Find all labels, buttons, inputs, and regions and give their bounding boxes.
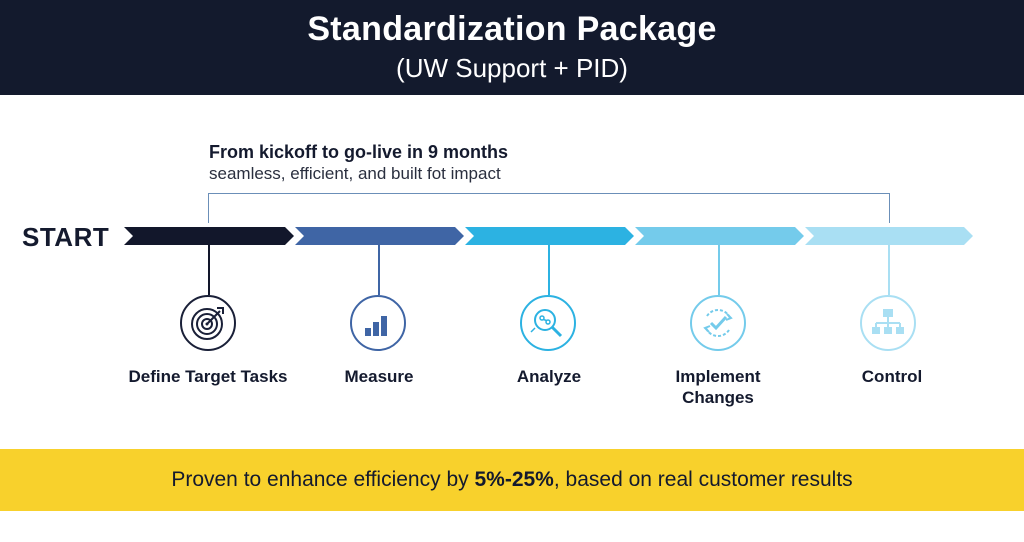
footer-text: Proven to enhance efficiency by 5%-25%, … bbox=[171, 468, 852, 492]
step-label-define: Define Target Tasks bbox=[128, 367, 288, 386]
step-connector bbox=[208, 245, 210, 295]
step-connector bbox=[718, 245, 720, 295]
step-label-implement: Implement Changes bbox=[675, 367, 761, 407]
hierarchy-icon bbox=[860, 295, 916, 351]
timeline-headline: From kickoff to go-live in 9 months bbox=[209, 142, 509, 162]
target-icon bbox=[180, 295, 236, 351]
magnifier-analysis-icon bbox=[520, 295, 576, 351]
timeline-bracket bbox=[208, 193, 890, 223]
footer-text-after: , based on real customer results bbox=[553, 468, 853, 491]
footer-banner: Proven to enhance efficiency by 5%-25%, … bbox=[0, 449, 1024, 511]
step-label-control: Control bbox=[861, 367, 923, 386]
chevron-step-2 bbox=[295, 227, 464, 245]
step-connector bbox=[888, 245, 890, 295]
bar-chart-icon bbox=[350, 295, 406, 351]
start-label: START bbox=[22, 222, 110, 252]
step-label-analyze: Analyze bbox=[516, 367, 582, 386]
step-label-measure: Measure bbox=[344, 367, 414, 386]
header-banner: Standardization Package (UW Support + PI… bbox=[0, 0, 1024, 95]
step-connector bbox=[548, 245, 550, 295]
timeline-subline: seamless, efficient, and built fot impac… bbox=[209, 164, 501, 183]
cycle-check-icon bbox=[690, 295, 746, 351]
chevron-step-3 bbox=[465, 227, 634, 245]
footer-highlight: 5%-25% bbox=[474, 468, 554, 491]
chevron-step-4 bbox=[635, 227, 804, 245]
page-subtitle: (UW Support + PID) bbox=[396, 53, 628, 83]
page-title: Standardization Package bbox=[307, 10, 717, 48]
chevron-step-1 bbox=[124, 227, 294, 245]
footer-text-before: Proven to enhance efficiency by bbox=[171, 468, 475, 491]
step-connector bbox=[378, 245, 380, 295]
chevron-step-5 bbox=[805, 227, 973, 245]
